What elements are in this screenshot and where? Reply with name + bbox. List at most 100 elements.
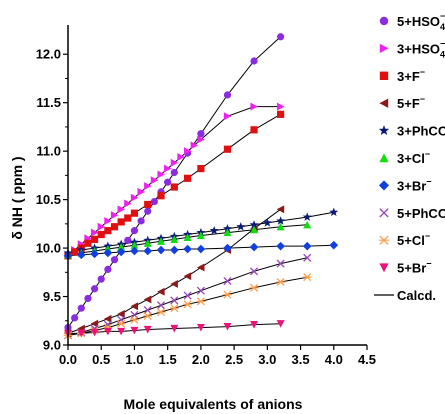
data-point bbox=[196, 263, 205, 272]
data-point bbox=[184, 174, 192, 182]
data-point bbox=[157, 170, 165, 179]
data-point bbox=[164, 164, 172, 173]
data-point bbox=[190, 141, 199, 150]
legend-marker bbox=[379, 208, 389, 218]
x-tick-label: 4.5 bbox=[358, 352, 376, 367]
data-point bbox=[177, 153, 185, 161]
x-tick-label: 2.5 bbox=[225, 352, 243, 367]
data-point bbox=[77, 304, 85, 312]
data-point bbox=[169, 245, 179, 255]
y-tick-label: 11.0 bbox=[36, 144, 61, 159]
data-point bbox=[110, 223, 119, 231]
data-point bbox=[117, 205, 126, 214]
data-point bbox=[329, 207, 339, 216]
data-point bbox=[97, 275, 105, 283]
axes: 0.0 0.5 1.0 1.5 2.0 2.5 3.0 3.5 4.0 4.5 9.0 9.5 10.0… bbox=[36, 25, 376, 367]
legend-marker bbox=[378, 235, 390, 245]
data-point bbox=[97, 230, 105, 239]
legend-label: 5+HSO4− bbox=[397, 11, 445, 32]
data-point bbox=[130, 302, 139, 311]
data-point bbox=[90, 319, 99, 328]
data-point bbox=[130, 209, 139, 217]
data-point bbox=[143, 239, 152, 247]
data-point bbox=[250, 57, 258, 65]
data-point bbox=[209, 225, 219, 235]
legend-marker bbox=[379, 71, 389, 80]
data-point bbox=[302, 241, 312, 251]
data-point bbox=[249, 242, 259, 252]
legend-label: 3+PhCO2− bbox=[397, 121, 445, 142]
data-point bbox=[276, 216, 286, 225]
data-point bbox=[90, 249, 99, 259]
data-point bbox=[196, 297, 206, 306]
legend-label: 3+HSO4− bbox=[397, 38, 445, 59]
data-point bbox=[90, 228, 99, 237]
data-point bbox=[103, 327, 112, 336]
data-point bbox=[124, 236, 132, 244]
x-tick-label: 1.5 bbox=[159, 352, 177, 367]
legend-label: 5+Cl− bbox=[397, 231, 430, 248]
data-point bbox=[130, 246, 139, 256]
data-point bbox=[170, 235, 179, 243]
data-point bbox=[84, 239, 92, 247]
fit-line-6 bbox=[67, 244, 334, 257]
data-point bbox=[276, 277, 285, 287]
y-axis-label: δ NH ( ppm ) bbox=[9, 156, 25, 239]
data-point bbox=[116, 247, 126, 257]
data-point bbox=[124, 214, 132, 222]
data-point bbox=[71, 314, 79, 322]
x-axis-label: Mole equivalents of anions bbox=[124, 396, 303, 412]
data-point bbox=[196, 286, 205, 295]
data-point bbox=[157, 237, 165, 245]
data-point bbox=[144, 182, 152, 191]
legend-label: 3+Cl− bbox=[397, 149, 430, 166]
data-point bbox=[196, 323, 205, 332]
data-point bbox=[250, 126, 258, 134]
data-point bbox=[262, 218, 272, 227]
data-point bbox=[150, 197, 158, 206]
data-point bbox=[223, 243, 232, 253]
data-point bbox=[170, 324, 179, 333]
data-point bbox=[249, 267, 259, 276]
data-point bbox=[249, 220, 259, 229]
data-point bbox=[110, 211, 119, 220]
data-point bbox=[223, 145, 232, 153]
legend-label: 5+PhCO2− bbox=[397, 203, 445, 224]
data-point bbox=[276, 205, 285, 214]
data-point bbox=[223, 276, 232, 286]
data-point bbox=[303, 253, 312, 262]
data-point bbox=[197, 135, 205, 144]
y-tick-label: 11.5 bbox=[36, 95, 61, 110]
data-point bbox=[144, 200, 152, 209]
legend-marker bbox=[379, 16, 389, 26]
data-point bbox=[156, 245, 166, 255]
data-point bbox=[90, 285, 99, 293]
data-point bbox=[302, 212, 312, 221]
data-point bbox=[156, 301, 166, 310]
data-point bbox=[223, 224, 232, 233]
data-point bbox=[197, 130, 205, 138]
data-point bbox=[104, 265, 112, 273]
data-point bbox=[329, 240, 339, 250]
data-point bbox=[150, 176, 159, 185]
data-point bbox=[90, 235, 99, 243]
x-tick-label: 2.0 bbox=[192, 352, 210, 367]
data-point bbox=[116, 319, 126, 328]
data-point bbox=[137, 217, 145, 225]
y-tick-label: 10.0 bbox=[36, 241, 61, 256]
x-tick-label: 1.0 bbox=[125, 352, 143, 367]
data-point bbox=[104, 227, 112, 235]
data-point bbox=[277, 110, 285, 118]
data-point bbox=[277, 33, 285, 41]
x-tick-label: 0.5 bbox=[92, 352, 110, 367]
data-point bbox=[130, 326, 139, 335]
data-point bbox=[156, 308, 166, 317]
data-point bbox=[183, 300, 192, 309]
legend-marker bbox=[379, 43, 389, 54]
data-markers bbox=[63, 33, 339, 340]
data-point bbox=[236, 222, 246, 231]
data-point bbox=[76, 250, 86, 260]
data-point bbox=[137, 187, 146, 196]
data-point bbox=[170, 279, 178, 288]
